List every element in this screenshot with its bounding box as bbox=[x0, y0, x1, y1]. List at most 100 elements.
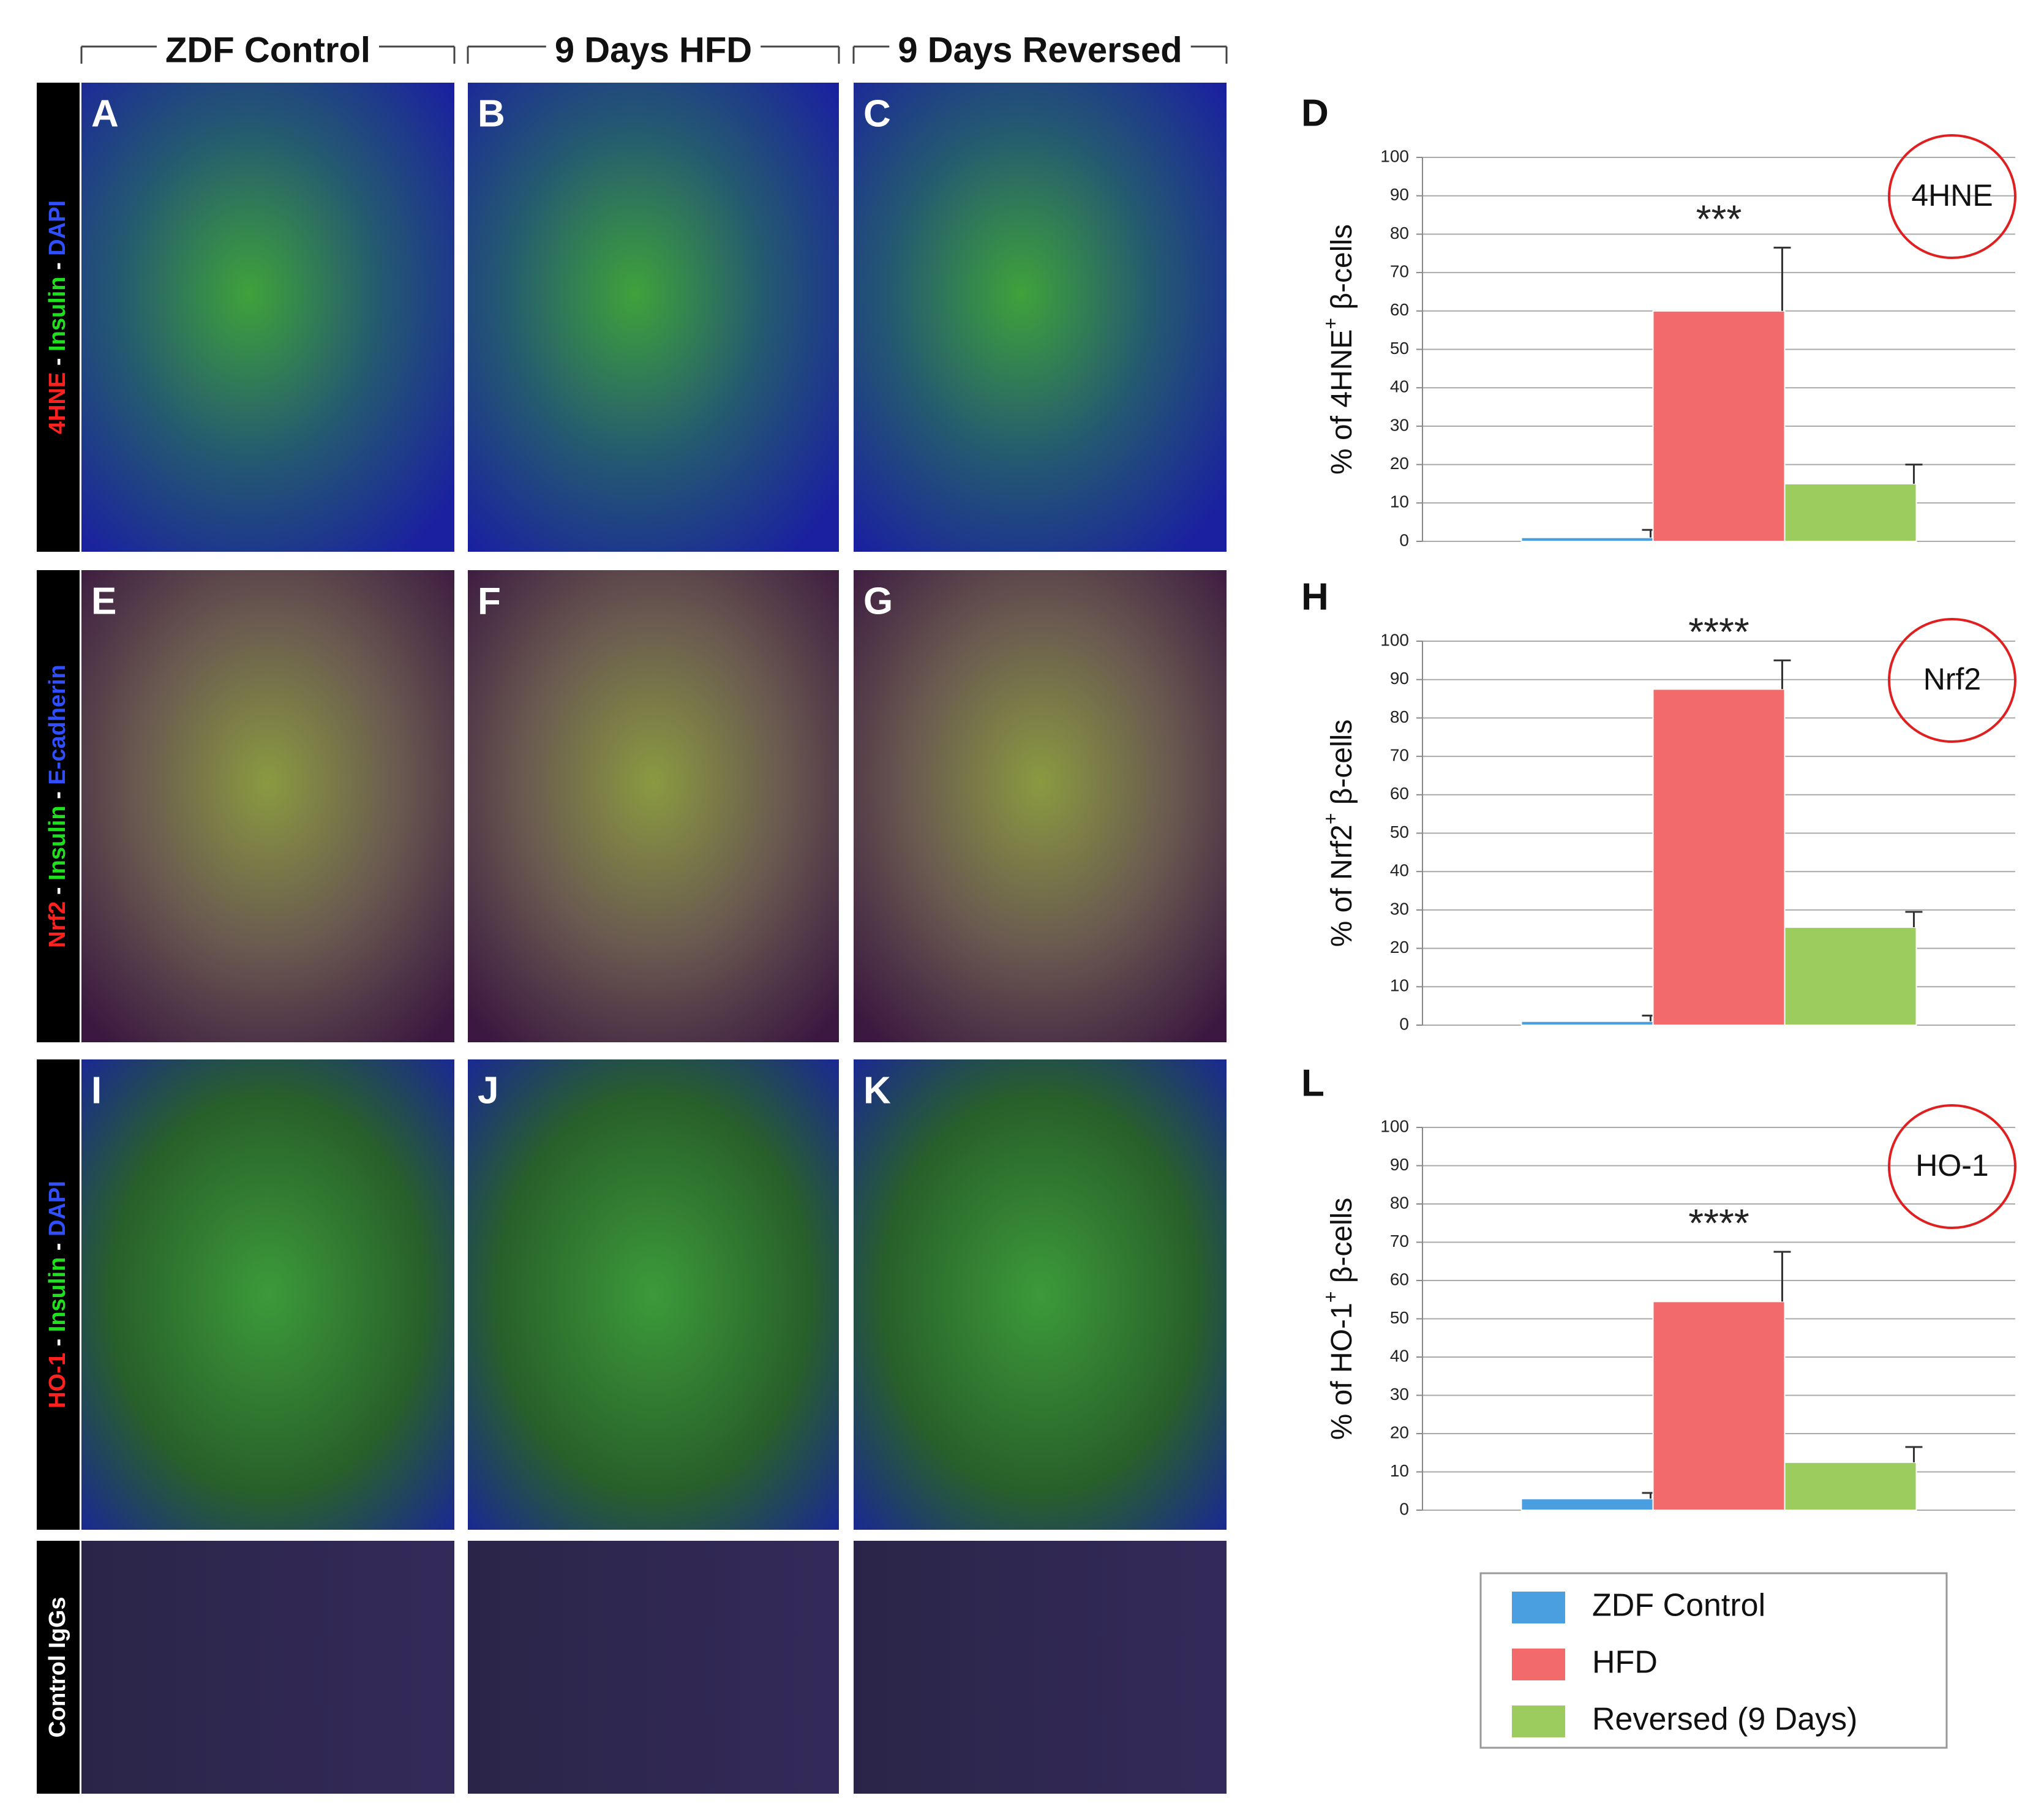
stain-part: DAPI bbox=[45, 1181, 70, 1236]
bar bbox=[1784, 927, 1917, 1026]
y-tick-label: 40 bbox=[1390, 377, 1409, 396]
legend-swatch bbox=[1512, 1649, 1565, 1680]
y-tick-label: 0 bbox=[1399, 1499, 1409, 1518]
panel-letter: H bbox=[1301, 576, 1329, 618]
bar bbox=[1520, 536, 1654, 542]
y-tick-label: 10 bbox=[1390, 492, 1409, 511]
badge: HO-1 bbox=[1915, 1148, 1988, 1183]
stain-part: - bbox=[45, 1236, 70, 1257]
stain-label: Nrf2 - Insulin - E-cadherin bbox=[45, 664, 70, 947]
bar bbox=[1784, 483, 1917, 543]
y-tick-label: 50 bbox=[1390, 1308, 1409, 1327]
label-strip bbox=[37, 1059, 80, 1530]
panel-letter: I bbox=[91, 1069, 102, 1111]
stain-part: Insulin bbox=[45, 1257, 70, 1332]
badge: 4HNE bbox=[1911, 178, 1993, 212]
legend-label: ZDF Control bbox=[1592, 1588, 1765, 1623]
label-strip bbox=[37, 1541, 80, 1794]
panel-letter: A bbox=[91, 92, 119, 135]
panel-letter: G bbox=[863, 580, 893, 622]
y-axis-title: % of 4HNE+ β-cells bbox=[1320, 224, 1358, 475]
y-tick-label: 0 bbox=[1399, 1014, 1409, 1033]
y-tick-label: 50 bbox=[1390, 339, 1409, 358]
y-tick-label: 30 bbox=[1390, 899, 1409, 918]
micrograph bbox=[468, 1059, 839, 1530]
legend-swatch bbox=[1512, 1706, 1565, 1737]
bar bbox=[1520, 1498, 1654, 1511]
badge-circle bbox=[1888, 1104, 2016, 1229]
significance: *** bbox=[1696, 197, 1742, 241]
y-tick-label: 20 bbox=[1390, 454, 1409, 473]
y-tick-label: 90 bbox=[1390, 669, 1409, 688]
y-tick-label: 40 bbox=[1390, 1346, 1409, 1365]
panel-letter: B bbox=[478, 92, 505, 135]
micrograph bbox=[81, 83, 454, 552]
y-tick-label: 70 bbox=[1390, 1232, 1409, 1251]
micrograph bbox=[81, 1541, 454, 1794]
stain-part: - bbox=[45, 1332, 70, 1353]
y-tick-label: 20 bbox=[1390, 1423, 1409, 1442]
y-tick-label: 40 bbox=[1390, 861, 1409, 880]
y-tick-label: 80 bbox=[1390, 1193, 1409, 1212]
stain-part: - bbox=[45, 881, 70, 901]
panel-letter: C bbox=[863, 92, 891, 135]
badge-circle bbox=[1888, 618, 2016, 743]
y-title-part: β-cells bbox=[1326, 1198, 1358, 1292]
y-tick-label: 100 bbox=[1380, 146, 1409, 165]
y-title-sup: + bbox=[1320, 318, 1342, 329]
y-tick-label: 100 bbox=[1380, 630, 1409, 649]
y-tick-label: 10 bbox=[1390, 1461, 1409, 1480]
micrograph bbox=[854, 83, 1227, 552]
y-tick-label: 30 bbox=[1390, 415, 1409, 434]
y-title-part: β-cells bbox=[1326, 720, 1358, 813]
micrograph bbox=[81, 1059, 454, 1530]
y-tick-label: 10 bbox=[1390, 976, 1409, 995]
y-tick-label: 90 bbox=[1390, 1155, 1409, 1174]
y-tick-label: 70 bbox=[1390, 745, 1409, 764]
y-tick-label: 50 bbox=[1390, 822, 1409, 841]
label-strip bbox=[37, 83, 80, 552]
y-tick-label: 90 bbox=[1390, 185, 1409, 204]
y-tick-label: 70 bbox=[1390, 261, 1409, 280]
panel-letter: J bbox=[478, 1069, 498, 1111]
column-header: 9 Days Reversed bbox=[898, 30, 1182, 70]
panel-letter: E bbox=[91, 580, 116, 622]
legend-label: Reversed (9 Days) bbox=[1592, 1702, 1857, 1737]
column-header: 9 Days HFD bbox=[555, 30, 752, 70]
micrograph bbox=[854, 1059, 1227, 1530]
significance: **** bbox=[1688, 1201, 1749, 1245]
panel-letter: K bbox=[863, 1069, 891, 1111]
micrograph bbox=[854, 570, 1227, 1042]
y-tick-label: 80 bbox=[1390, 224, 1409, 243]
y-tick-label: 60 bbox=[1390, 1269, 1409, 1288]
y-title-part: % of Nrf2 bbox=[1326, 824, 1358, 947]
y-axis-title: % of Nrf2+ β-cells bbox=[1320, 720, 1358, 947]
stain-part: 4HNE bbox=[45, 372, 70, 434]
stain-part: Insulin bbox=[45, 276, 70, 351]
stain-part: HO-1 bbox=[45, 1353, 70, 1408]
y-title-part: % of HO-1 bbox=[1326, 1303, 1358, 1440]
y-tick-label: 80 bbox=[1390, 707, 1409, 726]
y-title-part: β-cells bbox=[1326, 224, 1358, 318]
significance: **** bbox=[1688, 609, 1749, 653]
micrograph bbox=[81, 570, 454, 1042]
bar bbox=[1784, 1461, 1917, 1511]
bar bbox=[1652, 1301, 1786, 1511]
y-axis-title: % of HO-1+ β-cells bbox=[1320, 1198, 1358, 1440]
label-strip bbox=[37, 570, 80, 1042]
column-header: ZDF Control bbox=[165, 30, 370, 70]
badge-circle bbox=[1888, 134, 2016, 259]
stain-part: - bbox=[45, 256, 70, 277]
stain-part: Insulin bbox=[45, 805, 70, 880]
y-tick-label: 60 bbox=[1390, 300, 1409, 319]
stain-part: Nrf2 bbox=[45, 901, 70, 948]
micrograph bbox=[854, 1541, 1227, 1794]
y-title-part: % of 4HNE bbox=[1326, 329, 1358, 475]
stain-label: HO-1 - Insulin - DAPI bbox=[45, 1181, 70, 1408]
y-tick-label: 100 bbox=[1380, 1116, 1409, 1135]
y-tick-label: 30 bbox=[1390, 1385, 1409, 1404]
stain-part: E-cadherin bbox=[45, 664, 70, 784]
y-tick-label: 60 bbox=[1390, 784, 1409, 803]
